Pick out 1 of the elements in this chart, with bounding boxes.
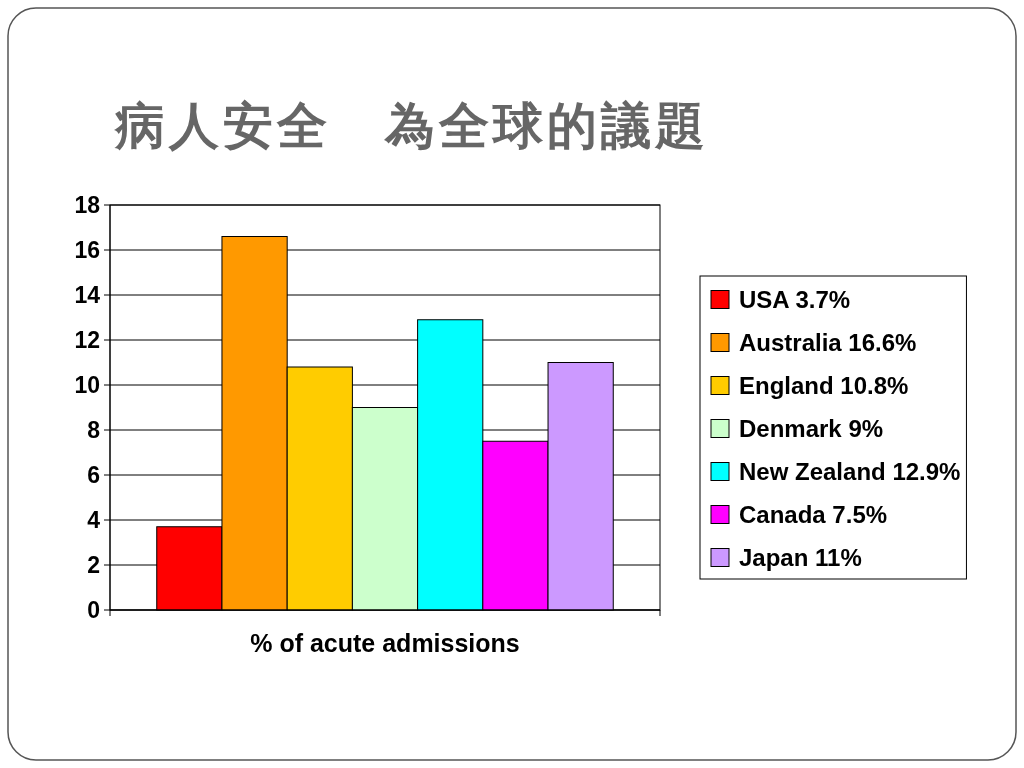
title: 病人安全 為全球的議題 bbox=[115, 96, 709, 155]
